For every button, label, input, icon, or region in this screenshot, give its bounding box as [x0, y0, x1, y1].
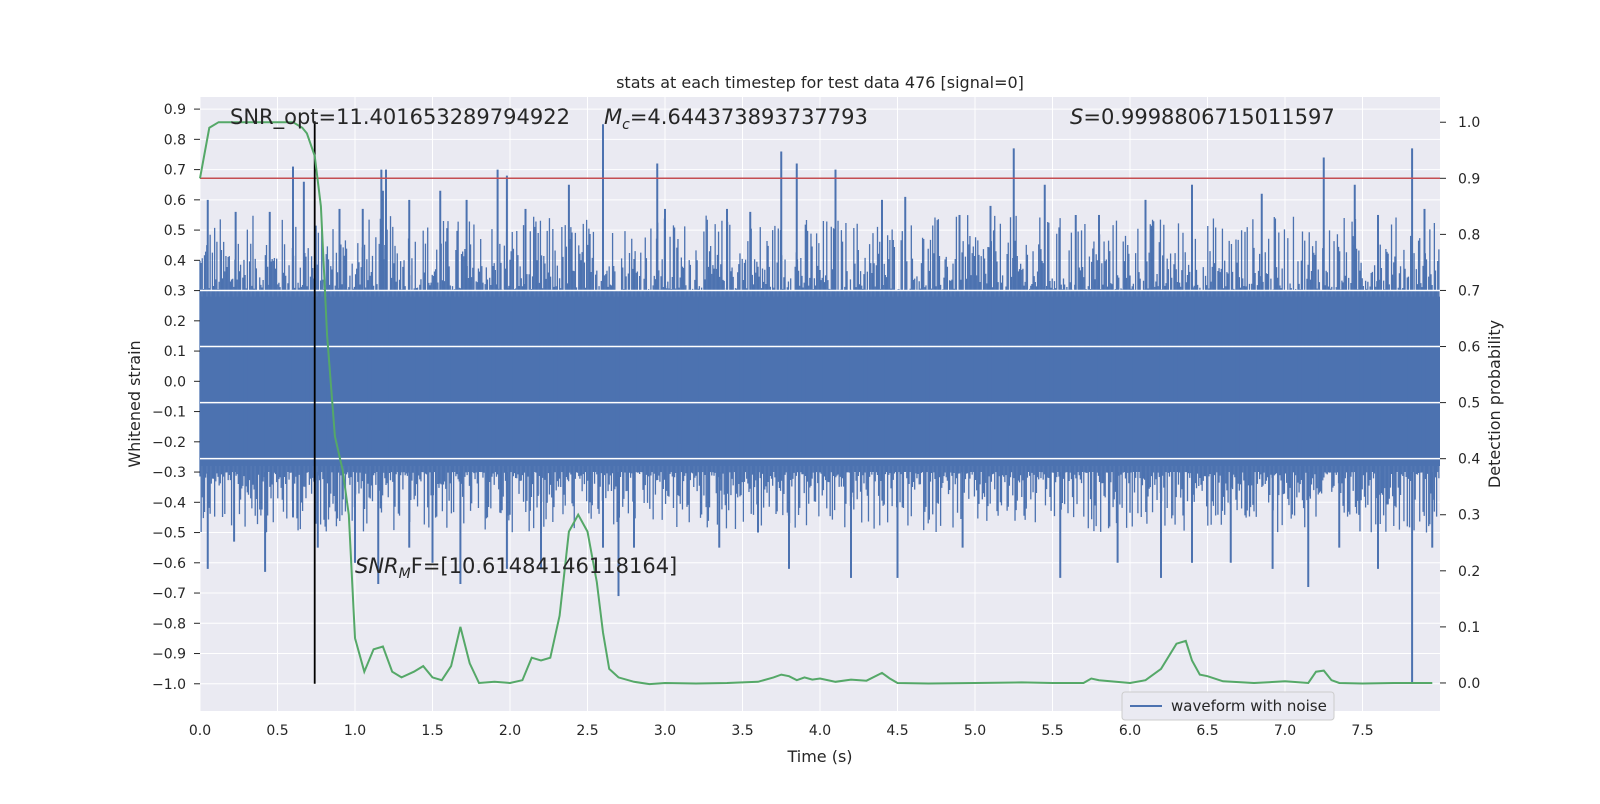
y-left-tick-label: −0.2 — [152, 435, 186, 451]
y-right-tick-label: 0.8 — [1458, 227, 1480, 243]
y-right-tick-labels: 1.0 0.9 0.8 0.7 0.6 0.5 0.4 0.3 0.2 0.1 0.0 — [1440, 115, 1480, 692]
snr-mf-value: F=[10.61484146118164] — [411, 554, 678, 578]
y-left-tick-label: −0.4 — [152, 495, 186, 511]
y-right-tick-label: 0.5 — [1458, 396, 1480, 412]
s-score-annotation: S=0.9998806715011597 — [1070, 105, 1335, 129]
x-tick-label: 0.5 — [266, 723, 288, 739]
y-left-tick-label: −0.8 — [152, 616, 186, 632]
y-right-tick-label: 0.2 — [1458, 564, 1480, 580]
x-axis-label: Time (s) — [786, 747, 852, 766]
y-left-tick-label: −0.1 — [152, 405, 186, 421]
x-tick-label: 7.5 — [1351, 723, 1373, 739]
legend-box — [1121, 691, 1335, 721]
x-tick-label: 6.5 — [1196, 723, 1218, 739]
waveform-series — [199, 124, 1440, 684]
s-score-value: =0.9998806715011597 — [1083, 105, 1334, 129]
y-right-tick-label: 0.1 — [1458, 620, 1480, 636]
y-right-tick-label: 0.9 — [1458, 171, 1480, 187]
snr-opt-annotation: SNR_opt=11.401653289794922 — [230, 105, 570, 130]
y-left-tick-label: 0.5 — [164, 223, 186, 239]
x-tick-label: 1.5 — [421, 723, 443, 739]
y-left-tick-label: −0.9 — [152, 647, 186, 663]
x-tick-label: 3.0 — [654, 723, 676, 739]
y-left-tick-label: 0.1 — [164, 344, 186, 360]
snr-mf-subscript: M — [399, 566, 411, 582]
chirp-mass-annotation: Mc=4.644373893737793 — [604, 105, 868, 133]
x-tick-label: 1.0 — [344, 723, 366, 739]
y-right-tick-label: 0.0 — [1458, 676, 1480, 692]
y-left-tick-label: 0.8 — [164, 132, 186, 148]
y-axis-label-right: Detection probability — [1485, 320, 1504, 488]
s-score-symbol: S — [1070, 105, 1083, 129]
y-left-tick-label: −0.5 — [152, 526, 186, 542]
x-tick-label: 0.0 — [189, 723, 211, 739]
y-left-tick-label: 0.2 — [164, 314, 186, 330]
y-left-tick-label: −1.0 — [152, 677, 186, 693]
y-left-tick-label: 0.4 — [164, 253, 186, 269]
x-tick-label: 2.5 — [576, 723, 598, 739]
x-tick-label: 2.0 — [499, 723, 521, 739]
y-left-tick-label: 0.0 — [164, 374, 186, 390]
y-left-tick-label: −0.7 — [152, 586, 186, 602]
y-right-tick-label: 0.3 — [1458, 508, 1480, 524]
chirp-mass-value: =4.644373893737793 — [630, 105, 868, 129]
x-tick-label: 3.5 — [731, 723, 753, 739]
chirp-mass-subscript: c — [622, 117, 630, 133]
snr-mf-annotation: SNRMF=[10.61484146118164] — [355, 554, 677, 582]
y-left-tick-labels: 0.9 0.8 0.7 0.6 0.5 0.4 0.3 0.2 0.1 0.0 −0.1 −0.2 −0… — [152, 102, 200, 693]
x-tick-label: 7.0 — [1274, 723, 1296, 739]
y-left-tick-label: 0.9 — [164, 102, 186, 118]
y-left-tick-label: −0.3 — [152, 465, 186, 481]
y-right-tick-label: 1.0 — [1458, 115, 1480, 131]
chirp-mass-symbol: M — [604, 105, 622, 129]
chart-title: stats at each timestep for test data 476… — [616, 73, 1024, 92]
legend-label-waveform: waveform with noise — [1171, 697, 1327, 715]
x-tick-label: 6.0 — [1119, 723, 1141, 739]
y-right-tick-label: 0.4 — [1458, 452, 1480, 468]
snr-mf-symbol: SNR — [355, 554, 399, 578]
x-tick-label: 4.5 — [886, 723, 908, 739]
x-tick-label: 5.0 — [964, 723, 986, 739]
x-tick-label: 4.0 — [809, 723, 831, 739]
y-axis-label-left: Whitened strain — [125, 340, 144, 467]
y-left-tick-label: 0.3 — [164, 284, 186, 300]
x-tick-labels: 0.0 0.5 1.0 1.5 2.0 2.5 3.0 3.5 4.0 4.5 5.0 5.5 6.0 6… — [189, 723, 1374, 739]
legend: waveform with noise — [1121, 691, 1335, 721]
probability-series-line — [199, 121, 1433, 686]
y-right-tick-label: 0.7 — [1458, 283, 1480, 299]
x-tick-label: 5.5 — [1041, 723, 1063, 739]
y-left-tick-label: −0.6 — [152, 556, 186, 572]
y-right-tick-label: 0.6 — [1458, 340, 1480, 356]
y-left-tick-label: 0.7 — [164, 163, 186, 179]
y-left-tick-label: 0.6 — [164, 193, 186, 209]
